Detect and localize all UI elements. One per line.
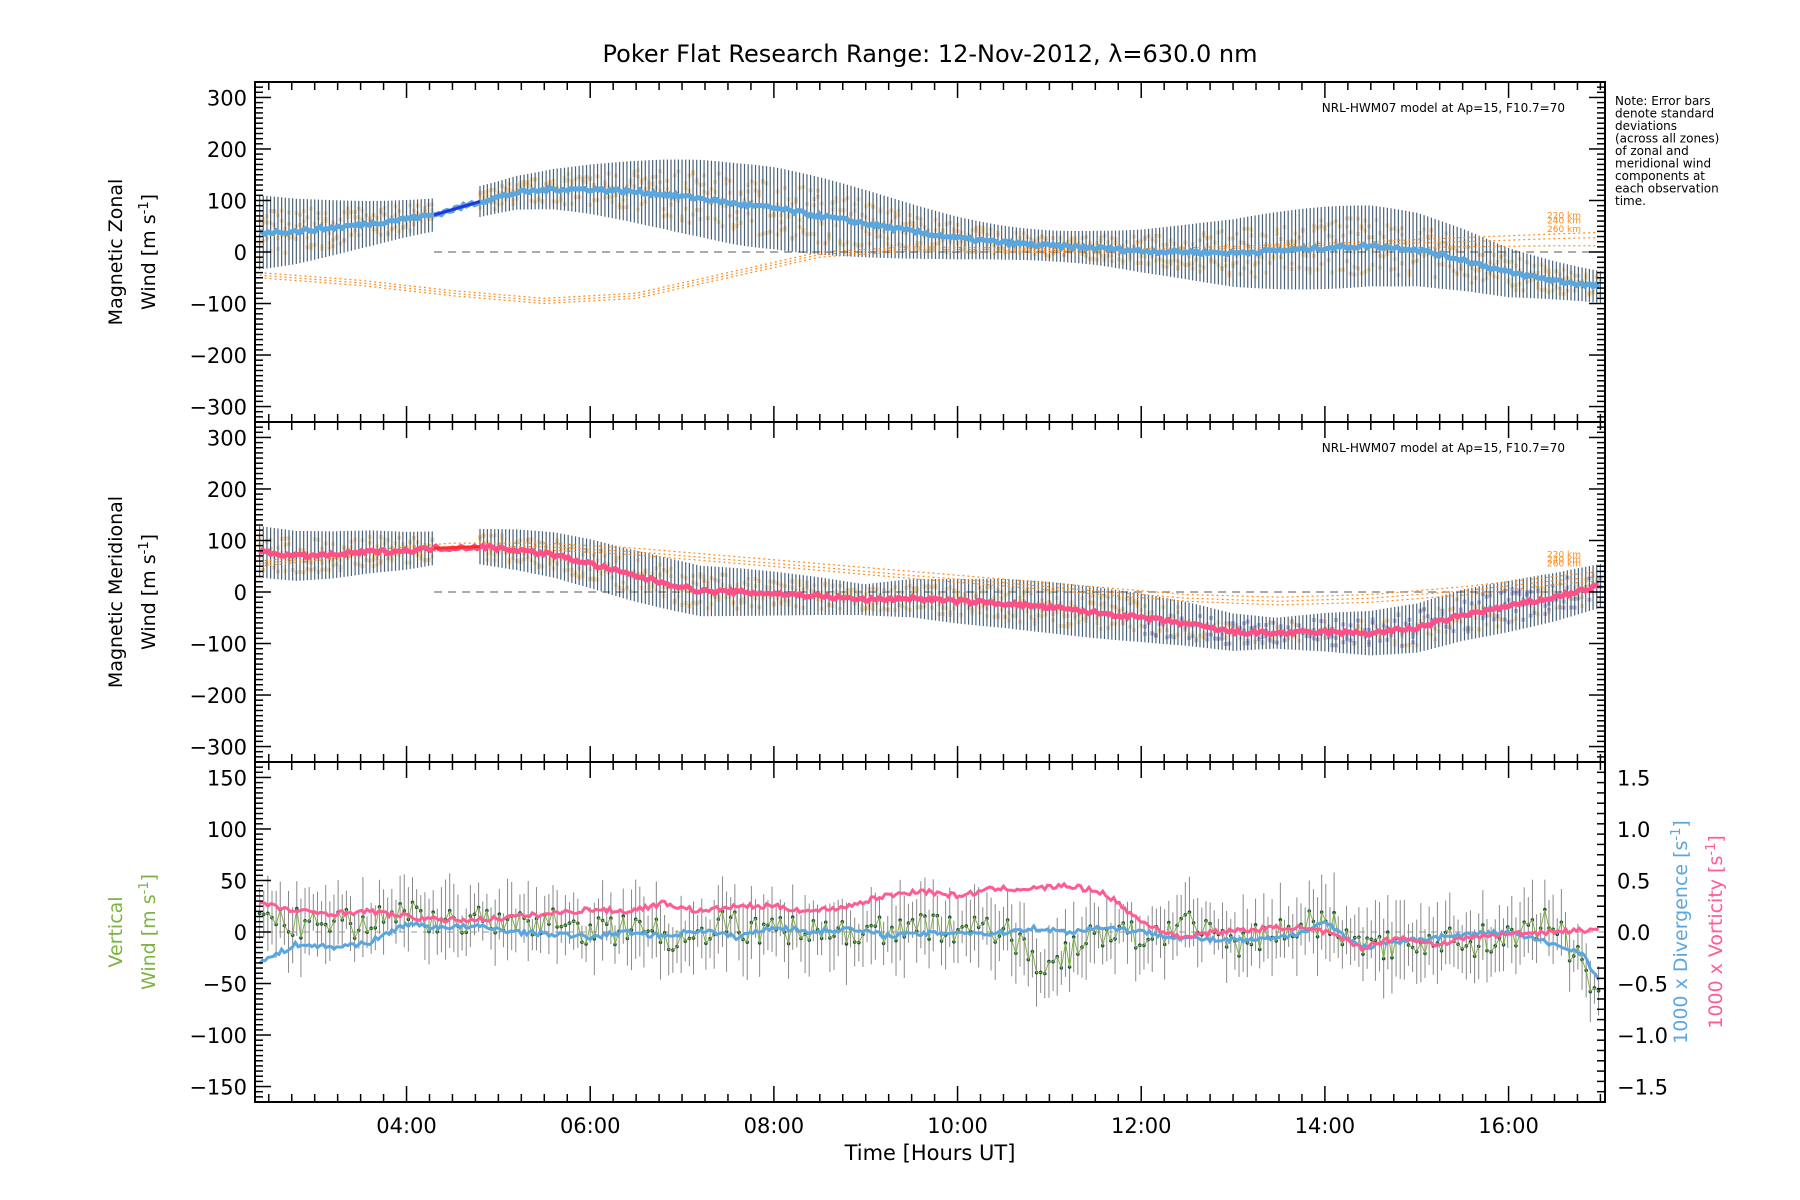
meridional-mean-line: [257, 542, 1599, 638]
y-tick-label: −100: [189, 293, 247, 317]
y-tick-label: 0: [234, 241, 247, 265]
chart-title: Poker Flat Research Range: 12-Nov-2012, …: [603, 40, 1258, 68]
model-curve: [259, 549, 1596, 606]
model-curve: [259, 542, 1596, 598]
vorticity-line: [259, 881, 1600, 952]
y-tick-label: 0: [234, 581, 247, 605]
y-tick-label: 150: [207, 766, 247, 790]
y-tick-label: −150: [189, 1076, 247, 1100]
y-tick-label: 100: [207, 529, 247, 553]
model-altitude-label: 240 km: [1547, 556, 1581, 566]
note-line: components at: [1615, 169, 1705, 183]
y-tick-label: −200: [189, 684, 247, 708]
x-tick-label: 06:00: [560, 1114, 621, 1138]
x-tick-label: 16:00: [1478, 1114, 1539, 1138]
model-altitude-label: 240 km: [1547, 217, 1581, 227]
divergence-ylabel: 1000 x Divergence [s-1]: [1669, 820, 1692, 1044]
x-tick-label: 10:00: [927, 1114, 988, 1138]
meridional-ylabel-line1: Magnetic Meridional: [105, 496, 127, 688]
y-tick-label: −100: [189, 1024, 247, 1048]
y2-tick-label: −1.0: [1617, 1024, 1668, 1048]
data-gap-line: [433, 200, 481, 217]
y2-tick-label: 0.0: [1617, 921, 1650, 945]
x-tick-label: 08:00: [744, 1114, 805, 1138]
y-tick-label: −300: [189, 396, 247, 420]
model-altitude-label: 260 km: [1547, 560, 1581, 570]
model-altitude-label: 260 km: [1547, 225, 1581, 235]
zonal-ylabel-line2: Wind [m s-1]: [137, 194, 160, 310]
y-tick-label: −100: [189, 633, 247, 657]
vertical-ylabel-line2: Wind [m s-1]: [137, 874, 160, 990]
note-line: each observation: [1615, 182, 1719, 196]
x-tick-label: 14:00: [1295, 1114, 1356, 1138]
y2-tick-label: 1.5: [1617, 766, 1650, 790]
note-line: deviations: [1615, 119, 1677, 133]
y-tick-label: −200: [189, 344, 247, 368]
zonal-model-label: NRL-HWM07 model at Ap=15, F10.7=70: [1322, 101, 1565, 115]
y2-tick-label: 0.5: [1617, 869, 1650, 893]
x-tick-label: 12:00: [1111, 1114, 1172, 1138]
vorticity-ylabel: 1000 x Vorticity [s-1]: [1704, 835, 1727, 1029]
data-gap-line: [434, 545, 481, 550]
y-tick-label: 200: [207, 478, 247, 502]
note-line: meridional wind: [1615, 157, 1711, 171]
note-line: (across all zones): [1615, 132, 1719, 146]
y-tick-label: −50: [203, 973, 247, 997]
x-tick-label: 04:00: [376, 1114, 437, 1138]
vertical-wind-panel: Vertical Wind [m s-1] 1000 x Divergence …: [105, 761, 1727, 1165]
y2-tick-label: −1.5: [1617, 1076, 1668, 1100]
model-curve: [259, 546, 1596, 602]
model-altitude-label: 220 km: [1547, 211, 1581, 221]
y-tick-label: 200: [207, 138, 247, 162]
y-tick-label: 300: [207, 86, 247, 110]
note-line: denote standard: [1615, 107, 1714, 121]
note-line: time.: [1615, 194, 1646, 208]
meridional-ylabel-line2: Wind [m s-1]: [137, 534, 160, 650]
meridional-model-label: NRL-HWM07 model at Ap=15, F10.7=70: [1322, 441, 1565, 455]
note-line: Note: Error bars: [1615, 94, 1710, 108]
vertical-ylabel-line1: Vertical: [105, 896, 127, 967]
y2-tick-label: −0.5: [1617, 973, 1668, 997]
note-line: of zonal and: [1615, 144, 1689, 158]
y-tick-label: 0: [234, 921, 247, 945]
y-tick-label: 100: [207, 189, 247, 213]
zonal-ylabel-line1: Magnetic Zonal: [105, 179, 127, 326]
y-tick-label: 300: [207, 426, 247, 450]
vertical-wind-point: [257, 911, 262, 916]
y-tick-label: 50: [220, 869, 247, 893]
y-tick-label: 100: [207, 818, 247, 842]
y-tick-label: −300: [189, 736, 247, 760]
zonal-mean-line: [258, 184, 1601, 291]
y2-tick-label: 1.0: [1617, 818, 1650, 842]
x-axis-label: Time [Hours UT]: [844, 1141, 1016, 1165]
model-altitude-label: 220 km: [1547, 550, 1581, 560]
